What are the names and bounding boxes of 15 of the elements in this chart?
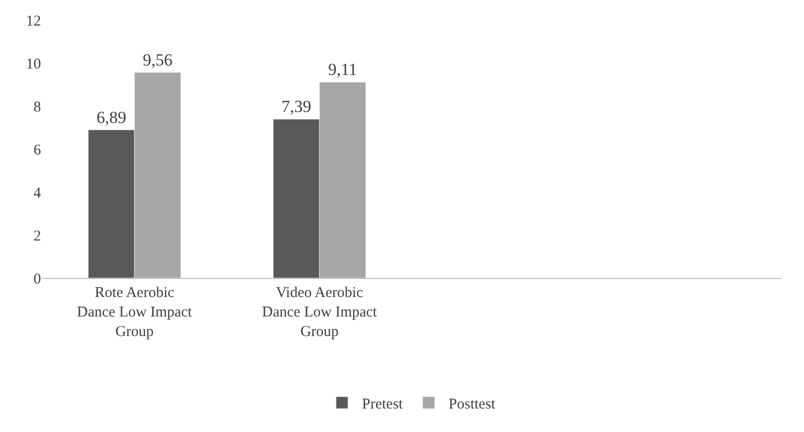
data-label: 7,39 [282,97,312,116]
y-tick-label: 12 [26,13,41,30]
legend-label: Pretest [362,396,404,412]
y-tick-label: 0 [34,271,41,288]
x-tick-label: Video Aerobic Dance Low Impact Group [262,285,378,340]
y-tick-label: 6 [34,142,42,158]
y-tick-label: 2 [34,228,41,244]
data-label: 9,11 [328,60,358,80]
x-tick-label: Rote Aerobic Dance Low Impact Group [77,285,193,340]
y-tick-label: 4 [34,185,42,202]
legend-label: Posttest [448,396,496,412]
data-label: 6,89 [96,108,126,127]
y-tick-label: 8 [34,99,41,116]
data-label: 9,56 [142,50,172,70]
y-tick-label: 10 [26,56,41,72]
